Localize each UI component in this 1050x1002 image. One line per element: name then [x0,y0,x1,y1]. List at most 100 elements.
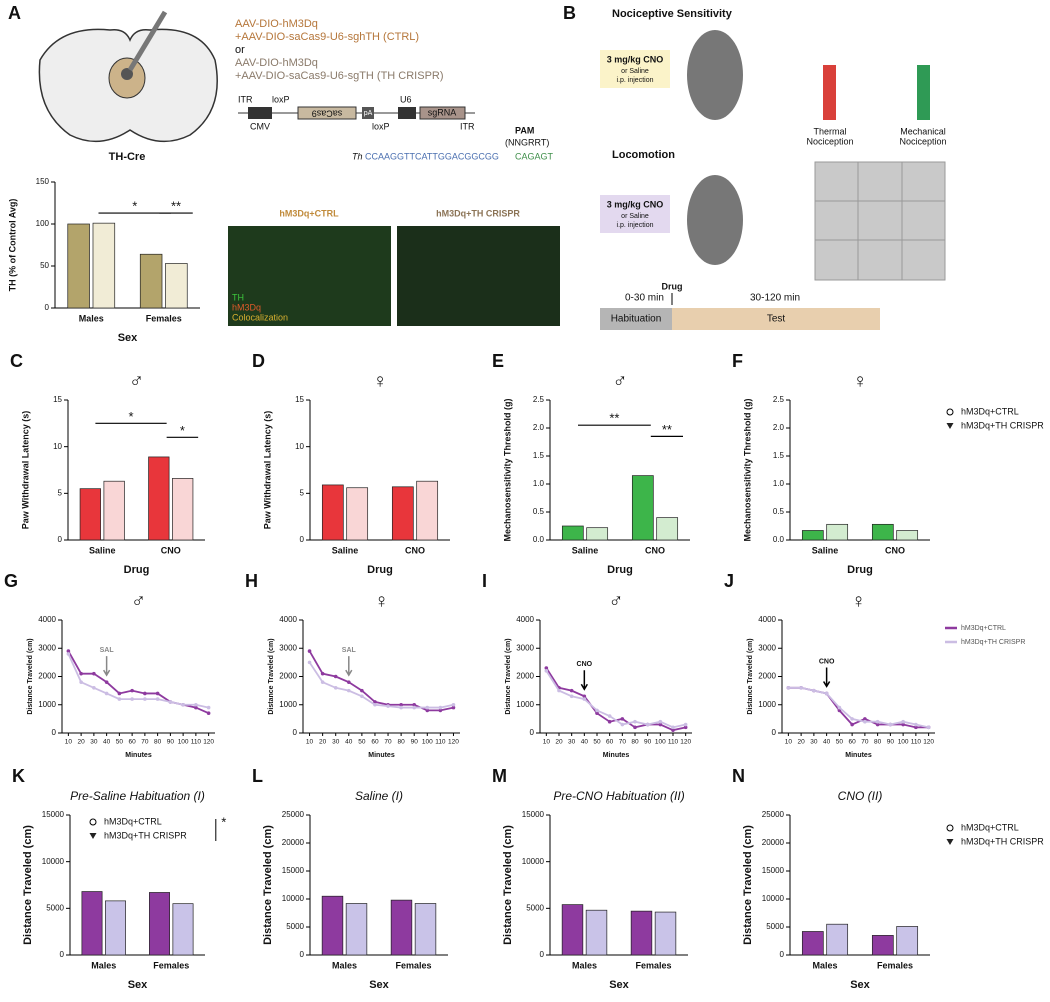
y-tick-label: 15 [53,395,62,404]
legend-symbol [89,818,97,826]
bar [586,527,609,541]
bar [801,530,824,541]
x-tick-label: CNO [885,545,905,555]
bar [149,892,170,956]
stain-legend: TH [232,292,244,302]
x-tick-label: 70 [619,739,627,746]
x-tick-label: Females [395,960,431,970]
point [307,660,312,665]
annotation-arrow [345,656,353,677]
chart-title: Saline (I) [355,789,403,803]
point [595,708,599,713]
significance: * [128,409,133,424]
point [320,680,325,684]
dose-box [600,50,670,88]
y-tick-label: 10000 [762,894,785,903]
x-axis-label: Drug [124,564,150,576]
y-axis-label: TH (% of Control Avg) [7,199,17,292]
x-tick-label: 50 [358,739,366,746]
vector-label: ITR [460,121,475,131]
annotation: CNO [577,661,593,668]
panel-letter: L [252,766,263,786]
bar [345,903,368,956]
y-tick-label: 2.0 [533,423,545,432]
bar [896,530,919,541]
x-tick-label: Females [877,960,913,970]
y-tick-label: 2.0 [773,423,785,432]
line [308,661,454,709]
y-axis-label: Distance Traveled (cm) [742,825,754,945]
point [206,711,211,716]
annotation-arrow [580,670,588,691]
line [308,650,454,712]
x-tick-label: Females [146,313,182,323]
x-tick-label: Males [79,313,104,323]
point [155,697,160,701]
x-axis-label: Minutes [368,752,395,759]
y-tick-label: 0 [772,728,777,737]
bar [896,926,919,956]
dose: 3 mg/kg CNO [607,54,664,64]
bar [656,517,679,541]
point [607,714,612,718]
dose-sub: i.p. injection [617,222,654,229]
y-tick-label: 2000 [279,672,297,681]
point [333,674,338,679]
y-axis-label: Distance Traveled (cm) [262,825,274,945]
phase-time: 0-30 min [625,293,664,304]
bar [321,484,344,541]
x-tick-label: 120 [448,739,459,746]
y-tick-label: 0 [780,950,785,959]
point [320,671,325,676]
bar [871,935,894,956]
panel-letter: H [245,571,258,591]
chart-title: ♀ [373,370,388,392]
construct: AAV-DIO-hM3Dq [235,57,318,69]
y-tick-label: 15000 [522,810,545,819]
panel-letter: F [732,351,743,371]
panel-letter: M [492,766,507,786]
x-tick-label: 110 [668,739,679,746]
x-tick-label: Males [91,960,116,970]
y-tick-label: 4000 [38,615,56,624]
test-label: Nociception [899,136,946,146]
y-tick-label: 0 [293,728,298,737]
pam-label: PAM [515,125,534,135]
x-axis-label: Minutes [125,752,152,759]
point [671,725,675,730]
y-axis-label: Distance Traveled (cm) [502,825,514,945]
point [194,702,198,707]
bar [801,931,824,956]
y-tick-label: 2000 [758,672,776,681]
legend-label: hM3Dq+CTRL [961,406,1019,416]
point [438,705,443,710]
y-tick-label: 10 [53,442,62,451]
point [194,705,198,710]
y-axis-label: Paw Withdrawal Latency (s) [262,411,272,529]
point [425,705,430,710]
point [901,722,905,727]
point [569,694,574,699]
point [683,722,688,727]
bar [321,895,344,956]
legend-symbol [89,833,97,839]
point [633,725,637,730]
x-axis-label: Drug [607,564,633,576]
y-axis-label: Distance Traveled (cm) [27,638,34,714]
point [373,700,377,704]
x-tick-label: 70 [141,739,149,746]
legend-label: hM3Dq+CTRL [104,816,162,826]
x-tick-label: 10 [785,739,793,746]
x-tick-label: 50 [836,739,844,746]
x-tick-label: 60 [129,739,137,746]
point [595,711,599,716]
bar [67,223,90,309]
bar [390,899,413,956]
panel-letter: G [4,571,18,591]
x-tick-label: 120 [923,739,934,746]
y-tick-label: 3000 [758,643,776,652]
micrograph-title: hM3Dq+TH CRISPR [436,208,520,218]
section-title: Locomotion [612,149,675,161]
point [373,702,377,707]
chart-title: ♀ [374,590,389,612]
